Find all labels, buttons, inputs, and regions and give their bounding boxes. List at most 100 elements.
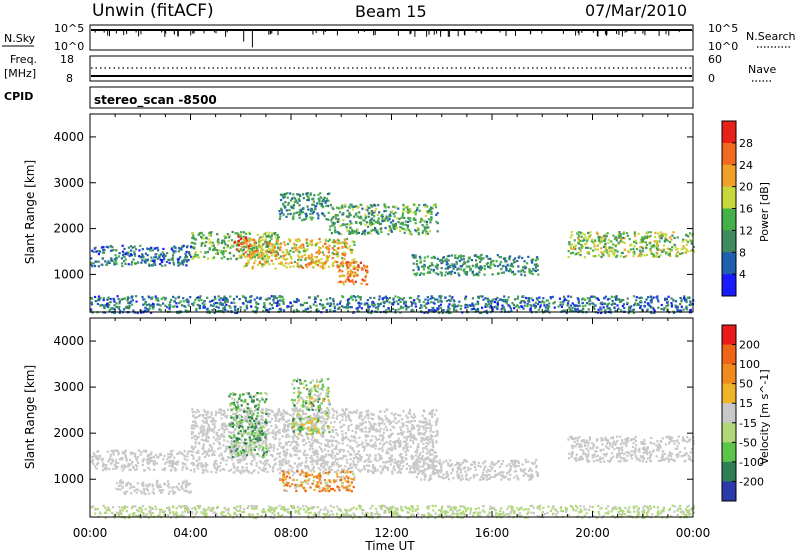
echo-cell <box>210 470 213 474</box>
echo-cell <box>395 227 398 230</box>
echo-cell <box>201 302 204 305</box>
echo-cell <box>381 449 384 452</box>
echo-cell <box>410 415 413 418</box>
echo-cell <box>360 469 363 472</box>
echo-cell <box>327 265 330 268</box>
echo-cell <box>359 296 362 299</box>
echo-cell <box>284 192 287 195</box>
echo-cell <box>232 245 235 248</box>
echo-cell <box>665 305 668 308</box>
echo-cell <box>162 458 165 461</box>
echo-cell <box>310 259 313 263</box>
echo-cell <box>423 204 426 207</box>
echo-cell <box>310 218 313 221</box>
echo-cell <box>92 462 95 465</box>
echo-cell <box>598 241 602 245</box>
echo-cell <box>367 409 370 412</box>
echo-cell <box>584 304 587 307</box>
echo-cell <box>489 263 492 266</box>
echo-cell <box>211 257 214 260</box>
echo-cell <box>426 437 429 440</box>
echo-cell <box>121 469 124 472</box>
echo-cell <box>289 192 292 195</box>
echo-cell <box>414 254 417 257</box>
echo-cell <box>466 303 469 307</box>
echo-cell <box>363 279 366 282</box>
echo-cell <box>373 469 376 472</box>
echo-cell <box>570 234 574 237</box>
echo-cell <box>371 303 374 306</box>
echo-cell <box>220 251 223 254</box>
echo-cell <box>274 419 277 423</box>
echo-cell <box>214 248 217 251</box>
echo-cell <box>379 222 382 225</box>
echo-cell <box>571 243 574 246</box>
echo-cell <box>241 469 244 472</box>
echo-cell <box>312 203 315 206</box>
echo-cell <box>454 256 457 259</box>
echo-cell <box>273 446 276 449</box>
echo-cell <box>641 250 644 253</box>
echo-cell <box>388 436 391 439</box>
echo-cell <box>283 241 286 244</box>
echo-cell <box>126 490 129 493</box>
echo-cell <box>392 205 395 208</box>
echo-cell <box>480 311 483 315</box>
echo-cell <box>124 450 127 453</box>
echo-cell <box>381 213 384 216</box>
echo-cell <box>606 303 609 306</box>
echo-cell <box>168 262 171 265</box>
echo-cell <box>670 297 673 300</box>
echo-cell <box>376 459 379 462</box>
echo-cell <box>326 259 329 262</box>
echo-cell <box>334 260 337 263</box>
echo-cell <box>349 463 352 466</box>
echo-cell <box>616 304 619 307</box>
echo-cell <box>148 483 151 486</box>
echo-cell <box>304 263 308 266</box>
echo-cell <box>369 296 372 299</box>
echo-cell <box>208 454 211 457</box>
echo-cell <box>248 247 251 250</box>
echo-cell <box>348 275 352 278</box>
colorbar-segment <box>722 164 736 187</box>
echo-cell <box>432 268 436 271</box>
echo-cell <box>448 254 451 257</box>
echo-cell <box>195 451 198 454</box>
echo-cell <box>458 259 461 262</box>
echo-cell <box>105 263 108 266</box>
echo-cell <box>195 255 198 258</box>
echo-cell <box>130 261 134 264</box>
echo-cell <box>249 412 252 416</box>
echo-cell <box>261 255 264 258</box>
echo-cell <box>317 259 320 262</box>
echo-cell <box>367 225 370 228</box>
echo-cell <box>214 467 217 470</box>
echo-cell <box>253 241 256 244</box>
echo-cell <box>151 306 155 309</box>
echo-cell <box>457 255 461 258</box>
echo-cell <box>665 297 668 301</box>
echo-cell <box>166 484 169 488</box>
echo-cell <box>402 460 405 463</box>
echo-cell <box>112 248 115 252</box>
echo-cell <box>546 307 549 310</box>
echo-cell <box>354 296 357 299</box>
echo-cell <box>314 205 317 208</box>
echo-cell <box>380 230 383 234</box>
echo-cell <box>363 233 366 236</box>
echo-cell <box>145 307 148 310</box>
echo-cell <box>378 458 381 461</box>
echo-cell <box>535 297 539 300</box>
power-echo-region <box>337 260 369 286</box>
echo-cell <box>351 298 354 301</box>
echo-cell <box>185 254 188 257</box>
echo-cell <box>490 302 493 305</box>
echo-cell <box>415 274 418 277</box>
echo-cell <box>251 251 254 254</box>
echo-cell <box>134 452 137 455</box>
echo-cell <box>177 296 180 299</box>
echo-cell <box>142 303 145 306</box>
echo-cell <box>220 257 223 260</box>
echo-cell <box>422 272 425 275</box>
